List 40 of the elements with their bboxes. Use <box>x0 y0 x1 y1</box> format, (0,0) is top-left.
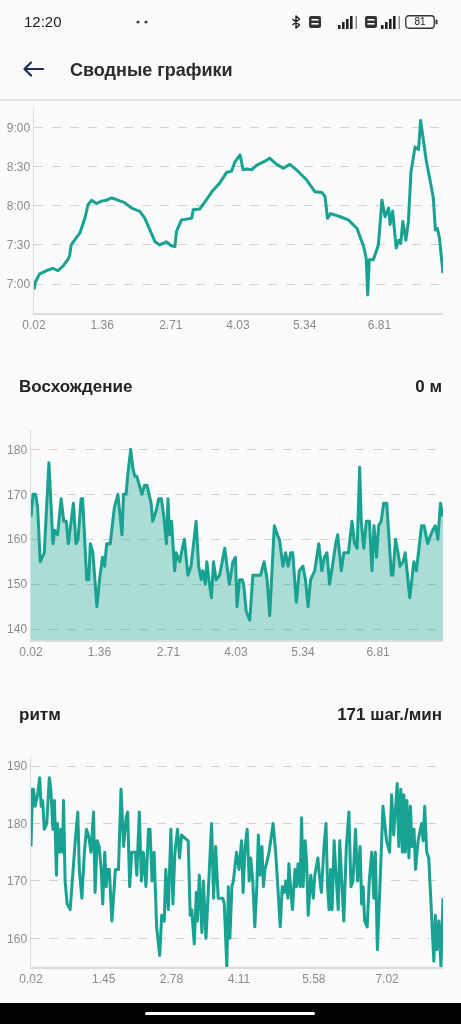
y-tick-label: 8:00 <box>6 199 31 214</box>
y-tick-label: 7:00 <box>6 277 31 292</box>
x-tick-label: 0.02 <box>19 644 43 659</box>
y-tick-label: 170 <box>7 487 28 502</box>
x-tick-label: 2.78 <box>159 971 184 986</box>
x-tick-label: 4.11 <box>227 971 251 986</box>
y-tick-label: 150 <box>7 577 28 592</box>
y-tick-label: 8:30 <box>6 159 31 174</box>
x-tick-label: 4.03 <box>224 644 248 659</box>
x-tick-label: 1.36 <box>87 644 112 659</box>
x-tick-label: 5.34 <box>292 317 317 332</box>
y-tick-label: 170 <box>7 874 28 889</box>
chart-title: Сводные графики <box>70 59 233 81</box>
y-tick-label: 180 <box>7 442 28 457</box>
y-tick-label: 7:30 <box>6 238 31 253</box>
battery-icon: 81 <box>405 15 438 29</box>
chart-title: ритм <box>19 705 61 725</box>
text: 12:20 <box>24 13 62 31</box>
y-tick-label: 180 <box>7 816 28 831</box>
line-series <box>34 119 443 297</box>
y-tick-label: 9:00 <box>6 120 31 135</box>
x-tick-label: 0.02 <box>19 971 43 986</box>
x-tick-label: 2.71 <box>156 644 181 659</box>
chart-subtitle: 171 шаг./мин <box>337 705 442 725</box>
x-tick-label: 1.45 <box>92 971 116 986</box>
y-tick-label: 160 <box>7 931 28 946</box>
x-tick-label: 7.02 <box>375 971 400 986</box>
y-tick-label: 160 <box>7 532 28 547</box>
y-tick-label: 140 <box>7 622 28 637</box>
x-tick-label: 5.34 <box>291 644 315 659</box>
y-tick-label: 190 <box>7 759 28 774</box>
x-tick-label: 6.81 <box>366 644 391 659</box>
x-tick-label: 1.36 <box>90 317 115 332</box>
x-tick-label: 4.03 <box>226 317 250 332</box>
chart-subtitle: 0 м <box>415 377 442 397</box>
x-tick-label: 0.02 <box>22 317 46 332</box>
x-tick-label: 6.81 <box>367 317 392 332</box>
chart-title: Восхождение <box>19 377 133 397</box>
x-tick-label: 5.58 <box>302 971 326 986</box>
x-tick-label: 2.71 <box>159 317 183 332</box>
